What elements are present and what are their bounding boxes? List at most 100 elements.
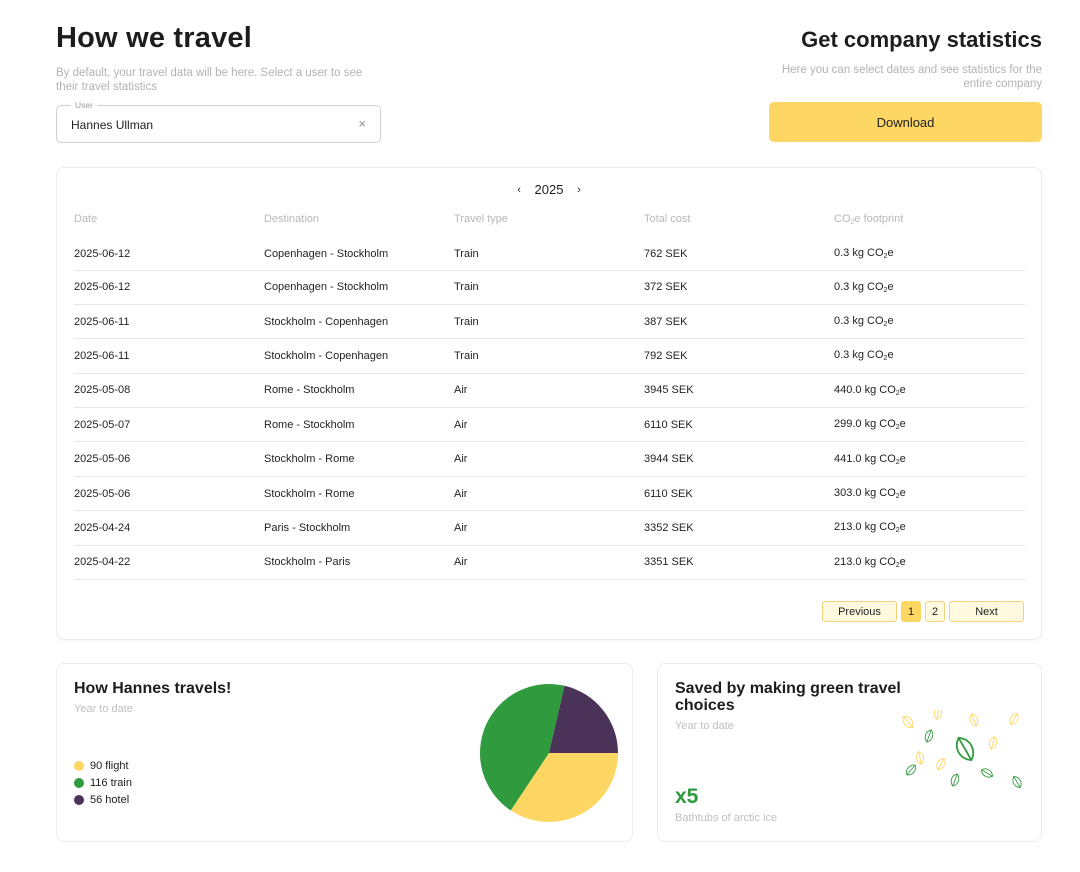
cell-travel-type: Train	[454, 338, 644, 374]
table-row: 2025-05-06 Stockholm - Rome Air 6110 SEK 303…	[74, 476, 1025, 512]
savings-label: Bathtubs of arctic ice	[675, 812, 778, 824]
pie-slice-hotel	[549, 685, 618, 753]
cell-date: 2025-06-12	[74, 230, 264, 271]
cell-total-cost: 792 SEK	[644, 338, 834, 374]
table-row: 2025-06-11 Stockholm - Copenhagen Train 792…	[74, 338, 1025, 374]
legend-item-train: 116 train	[74, 774, 132, 791]
page-title: How we travel	[56, 22, 252, 54]
cell-total-cost: 3945 SEK	[644, 373, 834, 409]
year-label: 2025	[534, 182, 564, 197]
table-row: 2025-04-24 Paris - Stockholm Air 3352 SEK 21…	[74, 510, 1025, 546]
page-subtitle: By default, your travel data will be her…	[56, 67, 363, 93]
table-row: 2025-04-22 Stockholm - Paris Air 3351 SEK 21…	[74, 545, 1025, 581]
user-field-label: User	[71, 100, 97, 110]
travel-pie-chart	[480, 684, 618, 822]
cell-date: 2025-05-06	[74, 476, 264, 512]
savings-value: x5	[675, 785, 699, 808]
cell-destination: Stockholm - Copenhagen	[264, 338, 454, 374]
cell-destination: Rome - Stockholm	[264, 373, 454, 409]
cell-co2-footprint: 440.0 kg CO2e	[834, 373, 1025, 409]
cell-co2-footprint: 0.3 kg CO2e	[834, 338, 1025, 374]
cell-destination: Stockholm - Rome	[264, 441, 454, 477]
year-navigator: ‹ 2025 ›	[57, 182, 1041, 197]
cell-travel-type: Train	[454, 304, 644, 340]
cell-total-cost: 3944 SEK	[644, 441, 834, 477]
table-row: 2025-06-11 Stockholm - Copenhagen Train 387…	[74, 304, 1025, 340]
cell-date: 2025-06-11	[74, 304, 264, 340]
cell-date: 2025-06-11	[74, 338, 264, 374]
legend-dot-flight	[74, 760, 84, 771]
cell-total-cost: 372 SEK	[644, 270, 834, 305]
user-select-field[interactable]: User Hannes Ullman ×	[56, 100, 381, 143]
cell-co2-footprint: 0.3 kg CO2e	[834, 270, 1025, 305]
legend-dot-train	[74, 777, 84, 788]
cell-date: 2025-04-24	[74, 510, 264, 546]
cell-travel-type: Air	[454, 510, 644, 546]
company-stats-title: Get company statistics	[801, 27, 1042, 52]
download-button[interactable]: Download	[769, 102, 1042, 142]
cell-destination: Rome - Stockholm	[264, 407, 454, 443]
column-header-travel-type: Travel type	[454, 213, 509, 225]
chevron-left-icon[interactable]: ‹	[517, 184, 521, 196]
cell-co2-footprint: 299.0 kg CO2e	[834, 407, 1025, 443]
cell-travel-type: Air	[454, 545, 644, 581]
table-row: 2025-06-12 Copenhagen - Stockholm Train 762…	[74, 230, 1025, 271]
green-card-subtitle: Year to date	[675, 720, 734, 732]
cell-travel-type: Air	[454, 476, 644, 512]
cell-co2-footprint: 213.0 kg CO2e	[834, 545, 1025, 581]
cell-travel-type: Air	[454, 441, 644, 477]
cell-co2-footprint: 0.3 kg CO2e	[834, 230, 1025, 271]
cell-date: 2025-06-12	[74, 270, 264, 305]
cell-total-cost: 387 SEK	[644, 304, 834, 340]
table-row: 2025-05-08 Rome - Stockholm Air 3945 SEK 440…	[74, 373, 1025, 409]
pie-legend: 90 flight 116 train 56 hotel	[74, 757, 132, 808]
page-2-button[interactable]: 2	[925, 601, 945, 622]
pie-slice-flight	[510, 753, 618, 822]
previous-page-button[interactable]: Previous	[822, 601, 897, 622]
travel-breakdown-card: How Hannes travels! Year to date 90 flig…	[56, 663, 633, 842]
cell-total-cost: 762 SEK	[644, 230, 834, 271]
travel-card-subtitle: Year to date	[74, 703, 133, 715]
cell-total-cost: 3352 SEK	[644, 510, 834, 546]
travel-table: Date Destination Travel type Total cost …	[74, 208, 1025, 581]
pie-slice-train	[480, 684, 565, 811]
cell-destination: Copenhagen - Stockholm	[264, 230, 454, 271]
company-stats-subtitle: Here you can select dates and see statis…	[781, 64, 1042, 90]
cell-date: 2025-05-07	[74, 407, 264, 443]
cell-destination: Copenhagen - Stockholm	[264, 270, 454, 305]
table-header-row: Date Destination Travel type Total cost …	[74, 208, 1025, 230]
chevron-right-icon[interactable]: ›	[577, 184, 581, 196]
cell-travel-type: Air	[454, 373, 644, 409]
column-header-date: Date	[74, 213, 98, 225]
page-1-button[interactable]: 1	[901, 601, 921, 622]
cell-total-cost: 6110 SEK	[644, 476, 834, 512]
table-row: 2025-06-12 Copenhagen - Stockholm Train 372…	[74, 270, 1025, 305]
green-savings-card: Saved by making green travel choices Yea…	[657, 663, 1042, 842]
cell-total-cost: 6110 SEK	[644, 407, 834, 443]
cell-co2-footprint: 441.0 kg CO2e	[834, 441, 1025, 477]
travel-table-card: ‹ 2025 › Date Destination Travel type To…	[56, 167, 1042, 640]
legend-item-hotel: 56 hotel	[74, 791, 132, 808]
cell-co2-footprint: 0.3 kg CO2e	[834, 304, 1025, 340]
cell-co2-footprint: 213.0 kg CO2e	[834, 510, 1025, 546]
cell-travel-type: Train	[454, 230, 644, 271]
cell-destination: Stockholm - Copenhagen	[264, 304, 454, 340]
legend-item-flight: 90 flight	[74, 757, 132, 774]
cell-destination: Stockholm - Paris	[264, 545, 454, 581]
cell-date: 2025-04-22	[74, 545, 264, 581]
column-header-co2: CO2e footprint	[834, 212, 904, 226]
cell-co2-footprint: 303.0 kg CO2e	[834, 476, 1025, 512]
clear-icon[interactable]: ×	[358, 116, 366, 131]
cell-destination: Stockholm - Rome	[264, 476, 454, 512]
legend-dot-hotel	[74, 794, 84, 805]
cell-travel-type: Air	[454, 407, 644, 443]
table-row: 2025-05-07 Rome - Stockholm Air 6110 SEK 299…	[74, 407, 1025, 443]
leaf-icon	[902, 710, 1022, 789]
pagination: Previous 1 2 Next	[822, 601, 1024, 622]
next-page-button[interactable]: Next	[949, 601, 1024, 622]
user-field-value[interactable]: Hannes Ullman	[71, 118, 154, 132]
table-row: 2025-05-06 Stockholm - Rome Air 3944 SEK 441…	[74, 441, 1025, 477]
cell-date: 2025-05-06	[74, 441, 264, 477]
column-header-destination: Destination	[264, 213, 320, 225]
column-header-total-cost: Total cost	[644, 213, 691, 225]
